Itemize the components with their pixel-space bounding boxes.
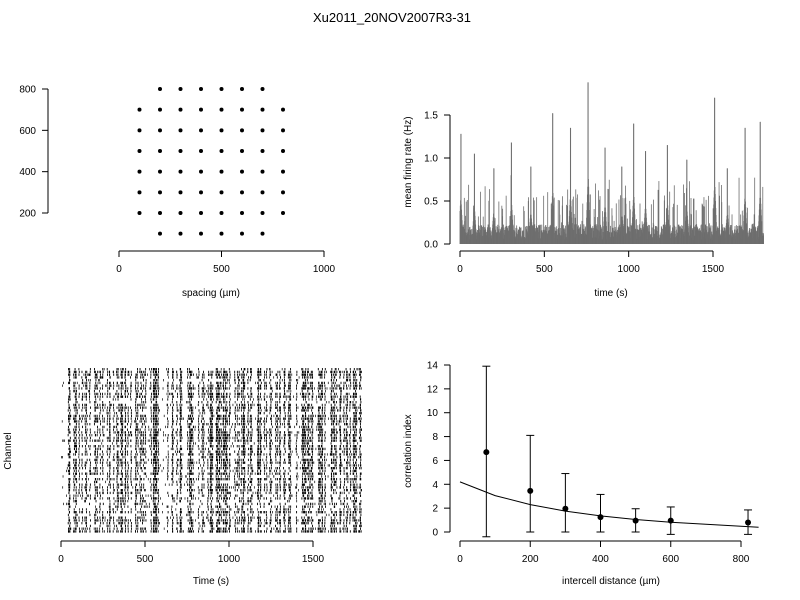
y-tick-label: 1.0 [424,154,438,165]
electrode-point [137,211,142,215]
electrode-point [178,107,183,112]
electrode-point [158,169,162,174]
electrode-point [219,211,224,215]
x-ticks: 0 500 1000 [116,251,336,275]
electrode-point [178,149,183,153]
electrode-point [219,169,224,174]
firing-rate-trace [459,82,764,244]
y-tick-label: 1.5 [424,111,438,122]
electrode-point [199,128,203,133]
electrode-point [281,107,285,112]
electrode-point [178,231,183,236]
electrode-point [260,211,265,215]
y-tick-label: 600 [19,126,36,137]
electrode-point [158,231,162,236]
electrode-point [219,190,224,195]
y-tick-label: 400 [19,167,36,178]
x-tick-label: 500 [213,264,230,275]
electrode-point [219,231,224,236]
spike-raster [61,368,362,533]
x-tick-label: 1000 [313,264,336,275]
electrode-point [260,128,265,133]
electrode-point [158,190,162,195]
electrode-point [199,149,203,153]
y-tick-label: 800 [19,85,36,96]
electrode-point [199,211,203,215]
electrode-point [240,87,244,91]
electrode-point [219,128,224,133]
electrode-point [158,128,162,133]
electrode-point [260,87,265,91]
electrode-point [137,149,142,153]
electrode-point [240,190,244,195]
x-ticks: 0 500 1000 1500 [457,251,725,275]
electrode-point [199,169,203,174]
electrode-point [178,190,183,195]
electrode-point [199,231,203,236]
electrode-point [137,190,142,195]
electrode-point [240,107,244,112]
spike-raster-panel: 0 500 1000 1500 Time (s) Channel [3,368,362,587]
electrode-point [260,190,265,195]
electrode-point [281,149,285,153]
electrode-layout-panel: 0 500 1000 200 400 600 800 spacing (µm) [19,85,335,300]
y-ticks: 200 400 600 800 [19,85,48,220]
electrode-point [260,149,265,153]
x-axis-label: spacing (µm) [182,288,240,299]
electrode-point [199,87,203,91]
x-tick-label: 500 [536,264,553,275]
electrode-point [178,211,183,215]
electrode-point [158,211,162,215]
y-tick-label: 0.0 [424,240,438,251]
electrode-point [137,169,142,174]
electrode-point [240,231,244,236]
electrode-point [260,169,265,174]
electrode-point [178,87,183,91]
x-tick-label: 1500 [702,264,725,275]
electrode-points [137,87,285,236]
electrode-point [178,169,183,174]
electrode-point [240,169,244,174]
electrode-point [281,190,285,195]
electrode-point [240,128,244,133]
electrode-point [158,107,162,112]
y-ticks: 0.0 0.5 1.0 1.5 [424,111,450,251]
electrode-point [219,149,224,153]
x-axis-label: time (s) [594,288,627,299]
electrode-point [219,87,224,91]
electrode-point [281,128,285,133]
electrode-point [240,211,244,215]
firing-rate-panel: 0 500 1000 1500 0.0 0.5 1.0 1.5 time (s) mean … [403,82,764,299]
electrode-point [260,107,265,112]
y-tick-label: 0.5 [424,197,438,208]
electrode-point [158,149,162,153]
electrode-point [240,149,244,153]
y-tick-label: 200 [19,209,36,220]
electrode-point [260,231,265,236]
x-tick-label: 0 [457,264,463,275]
x-tick-label: 1000 [618,264,641,275]
electrode-point [137,128,142,133]
x-tick-label: 0 [116,264,122,275]
electrode-point [219,107,224,112]
electrode-point [281,169,285,174]
electrode-point [178,128,183,133]
y-axis-label: mean firing rate (Hz) [403,116,414,207]
figure-title: Xu2011_20NOV2007R3-31 [313,10,471,25]
electrode-point [199,190,203,195]
electrode-point [158,87,162,91]
electrode-point [199,107,203,112]
electrode-point [137,107,142,112]
electrode-point [281,211,285,215]
